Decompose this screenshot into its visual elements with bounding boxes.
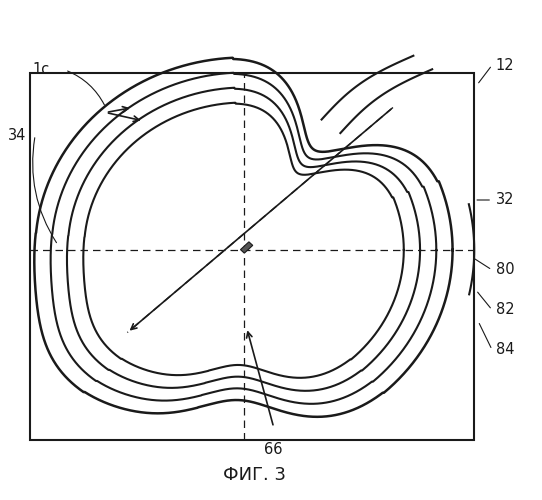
Bar (241, 242, 253, 253)
Text: 12: 12 (496, 58, 514, 72)
Text: 34: 34 (8, 128, 27, 142)
Text: 1c: 1c (33, 62, 50, 78)
Text: 66: 66 (264, 442, 283, 458)
Text: 80: 80 (496, 262, 514, 278)
Text: 84: 84 (496, 342, 514, 357)
Text: ФИГ. 3: ФИГ. 3 (223, 466, 286, 484)
Text: 32: 32 (496, 192, 514, 208)
Text: 82: 82 (496, 302, 514, 318)
Bar (30, 72, 474, 440)
